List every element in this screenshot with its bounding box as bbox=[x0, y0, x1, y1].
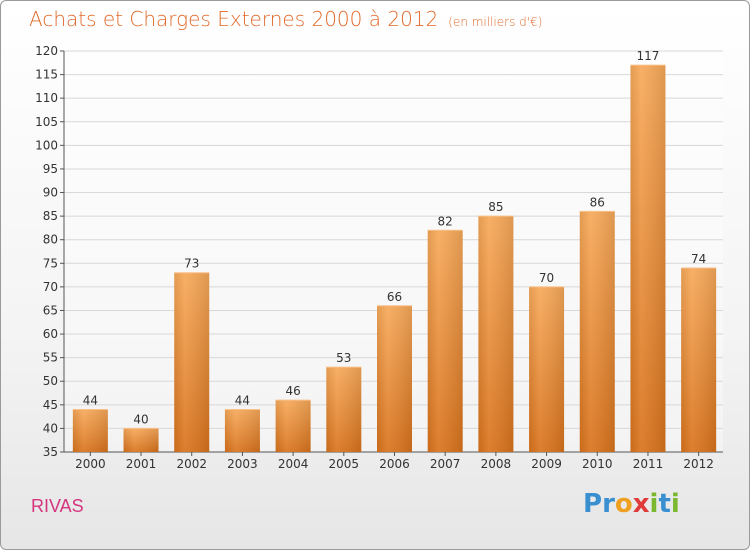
x-tick-label: 2010 bbox=[582, 457, 613, 471]
commune-name: RIVAS bbox=[31, 496, 84, 516]
bar-value-label: 117 bbox=[637, 49, 660, 63]
logo-letter: x bbox=[632, 489, 650, 519]
y-tick-label: 105 bbox=[35, 115, 58, 129]
bar-group bbox=[72, 409, 108, 452]
bar-value-label: 44 bbox=[83, 394, 98, 408]
y-tick-label: 120 bbox=[35, 44, 58, 58]
bar-shade bbox=[224, 409, 260, 452]
bar-value-label: 53 bbox=[336, 351, 351, 365]
logo-letter: o bbox=[614, 489, 633, 519]
bar-shade bbox=[275, 400, 311, 452]
bar-group bbox=[630, 64, 666, 452]
x-tick-label: 2011 bbox=[633, 457, 664, 471]
y-tick-label: 115 bbox=[35, 68, 58, 82]
y-tick-label: 100 bbox=[35, 138, 58, 152]
bar-shade bbox=[123, 428, 159, 452]
bar-group bbox=[123, 427, 159, 452]
y-tick-label: 90 bbox=[43, 186, 58, 200]
y-tick-label: 110 bbox=[35, 91, 58, 105]
x-tick-label: 2008 bbox=[481, 457, 512, 471]
logo-letter: i bbox=[670, 489, 680, 519]
y-tick-label: 65 bbox=[43, 303, 58, 317]
bar-value-label: 82 bbox=[438, 214, 453, 228]
chart-subtitle: (en milliers d'€) bbox=[448, 15, 543, 29]
bar-value-label: 44 bbox=[235, 394, 250, 408]
bar-group bbox=[478, 215, 514, 452]
label-layer: 35 40 45 50 55 60 65 70 75 80 85 90 95 100 105 110 115 12… bbox=[35, 44, 714, 471]
x-tick-label: 2007 bbox=[430, 457, 461, 471]
bar-shade bbox=[72, 409, 108, 452]
y-tick-label: 60 bbox=[43, 327, 58, 341]
x-tick-label: 2002 bbox=[176, 457, 207, 471]
bar-value-label: 73 bbox=[184, 257, 199, 271]
bar-group bbox=[579, 210, 615, 452]
y-tick-label: 75 bbox=[43, 256, 58, 270]
bar-group bbox=[377, 305, 412, 452]
y-tick-label: 80 bbox=[43, 233, 58, 247]
x-tick-label: 2000 bbox=[75, 457, 106, 471]
bar-shade bbox=[681, 268, 717, 452]
x-tick-label: 2009 bbox=[531, 457, 562, 471]
y-tick-label: 70 bbox=[43, 280, 58, 294]
logo-letter: i bbox=[649, 489, 659, 519]
x-tick-label: 2012 bbox=[683, 457, 714, 471]
proxiti-logo[interactable]: Proxiti bbox=[583, 489, 680, 519]
bar-shade bbox=[478, 216, 514, 452]
bar-shade bbox=[174, 272, 210, 452]
logo-letter: P bbox=[583, 489, 603, 519]
logo-letter: t bbox=[658, 489, 671, 519]
bar-shade bbox=[427, 230, 463, 452]
y-tick-label: 95 bbox=[43, 162, 58, 176]
logo-letter: r bbox=[602, 489, 615, 519]
x-tick-label: 2001 bbox=[126, 457, 157, 471]
x-tick-label: 2005 bbox=[329, 457, 360, 471]
x-tick-label: 2004 bbox=[278, 457, 309, 471]
bar-shade bbox=[326, 367, 362, 452]
bar-shade bbox=[529, 286, 565, 452]
bar-layer bbox=[72, 64, 717, 452]
bar-value-label: 66 bbox=[387, 290, 402, 304]
bar-group bbox=[681, 267, 717, 452]
x-tick-label: 2006 bbox=[379, 457, 410, 471]
y-tick-label: 85 bbox=[43, 209, 58, 223]
bar-group bbox=[224, 409, 260, 452]
bar-value-label: 85 bbox=[488, 200, 503, 214]
bar-group bbox=[326, 366, 362, 452]
chart-title-text: Achats et Charges Externes 2000 à 2012 bbox=[29, 7, 439, 31]
bar-group bbox=[275, 399, 311, 452]
x-tick-label: 2003 bbox=[227, 457, 258, 471]
chart-title: Achats et Charges Externes 2000 à 2012 (e… bbox=[29, 7, 542, 31]
bar-value-label: 70 bbox=[539, 271, 554, 285]
bar-value-label: 46 bbox=[285, 384, 300, 398]
bar-group bbox=[427, 229, 463, 452]
bar-value-label: 74 bbox=[691, 252, 706, 266]
y-tick-label: 55 bbox=[43, 351, 58, 365]
bar-group bbox=[174, 272, 210, 452]
bar-value-label: 40 bbox=[133, 412, 148, 426]
bar-shade bbox=[579, 211, 615, 452]
bar-shade bbox=[630, 65, 666, 452]
bar-shade bbox=[377, 305, 412, 452]
bar-value-label: 86 bbox=[590, 195, 605, 209]
y-tick-label: 50 bbox=[43, 374, 58, 388]
y-tick-label: 45 bbox=[43, 398, 58, 412]
bar-group bbox=[529, 286, 565, 452]
y-tick-label: 40 bbox=[43, 421, 58, 435]
y-tick-label: 35 bbox=[43, 445, 58, 459]
